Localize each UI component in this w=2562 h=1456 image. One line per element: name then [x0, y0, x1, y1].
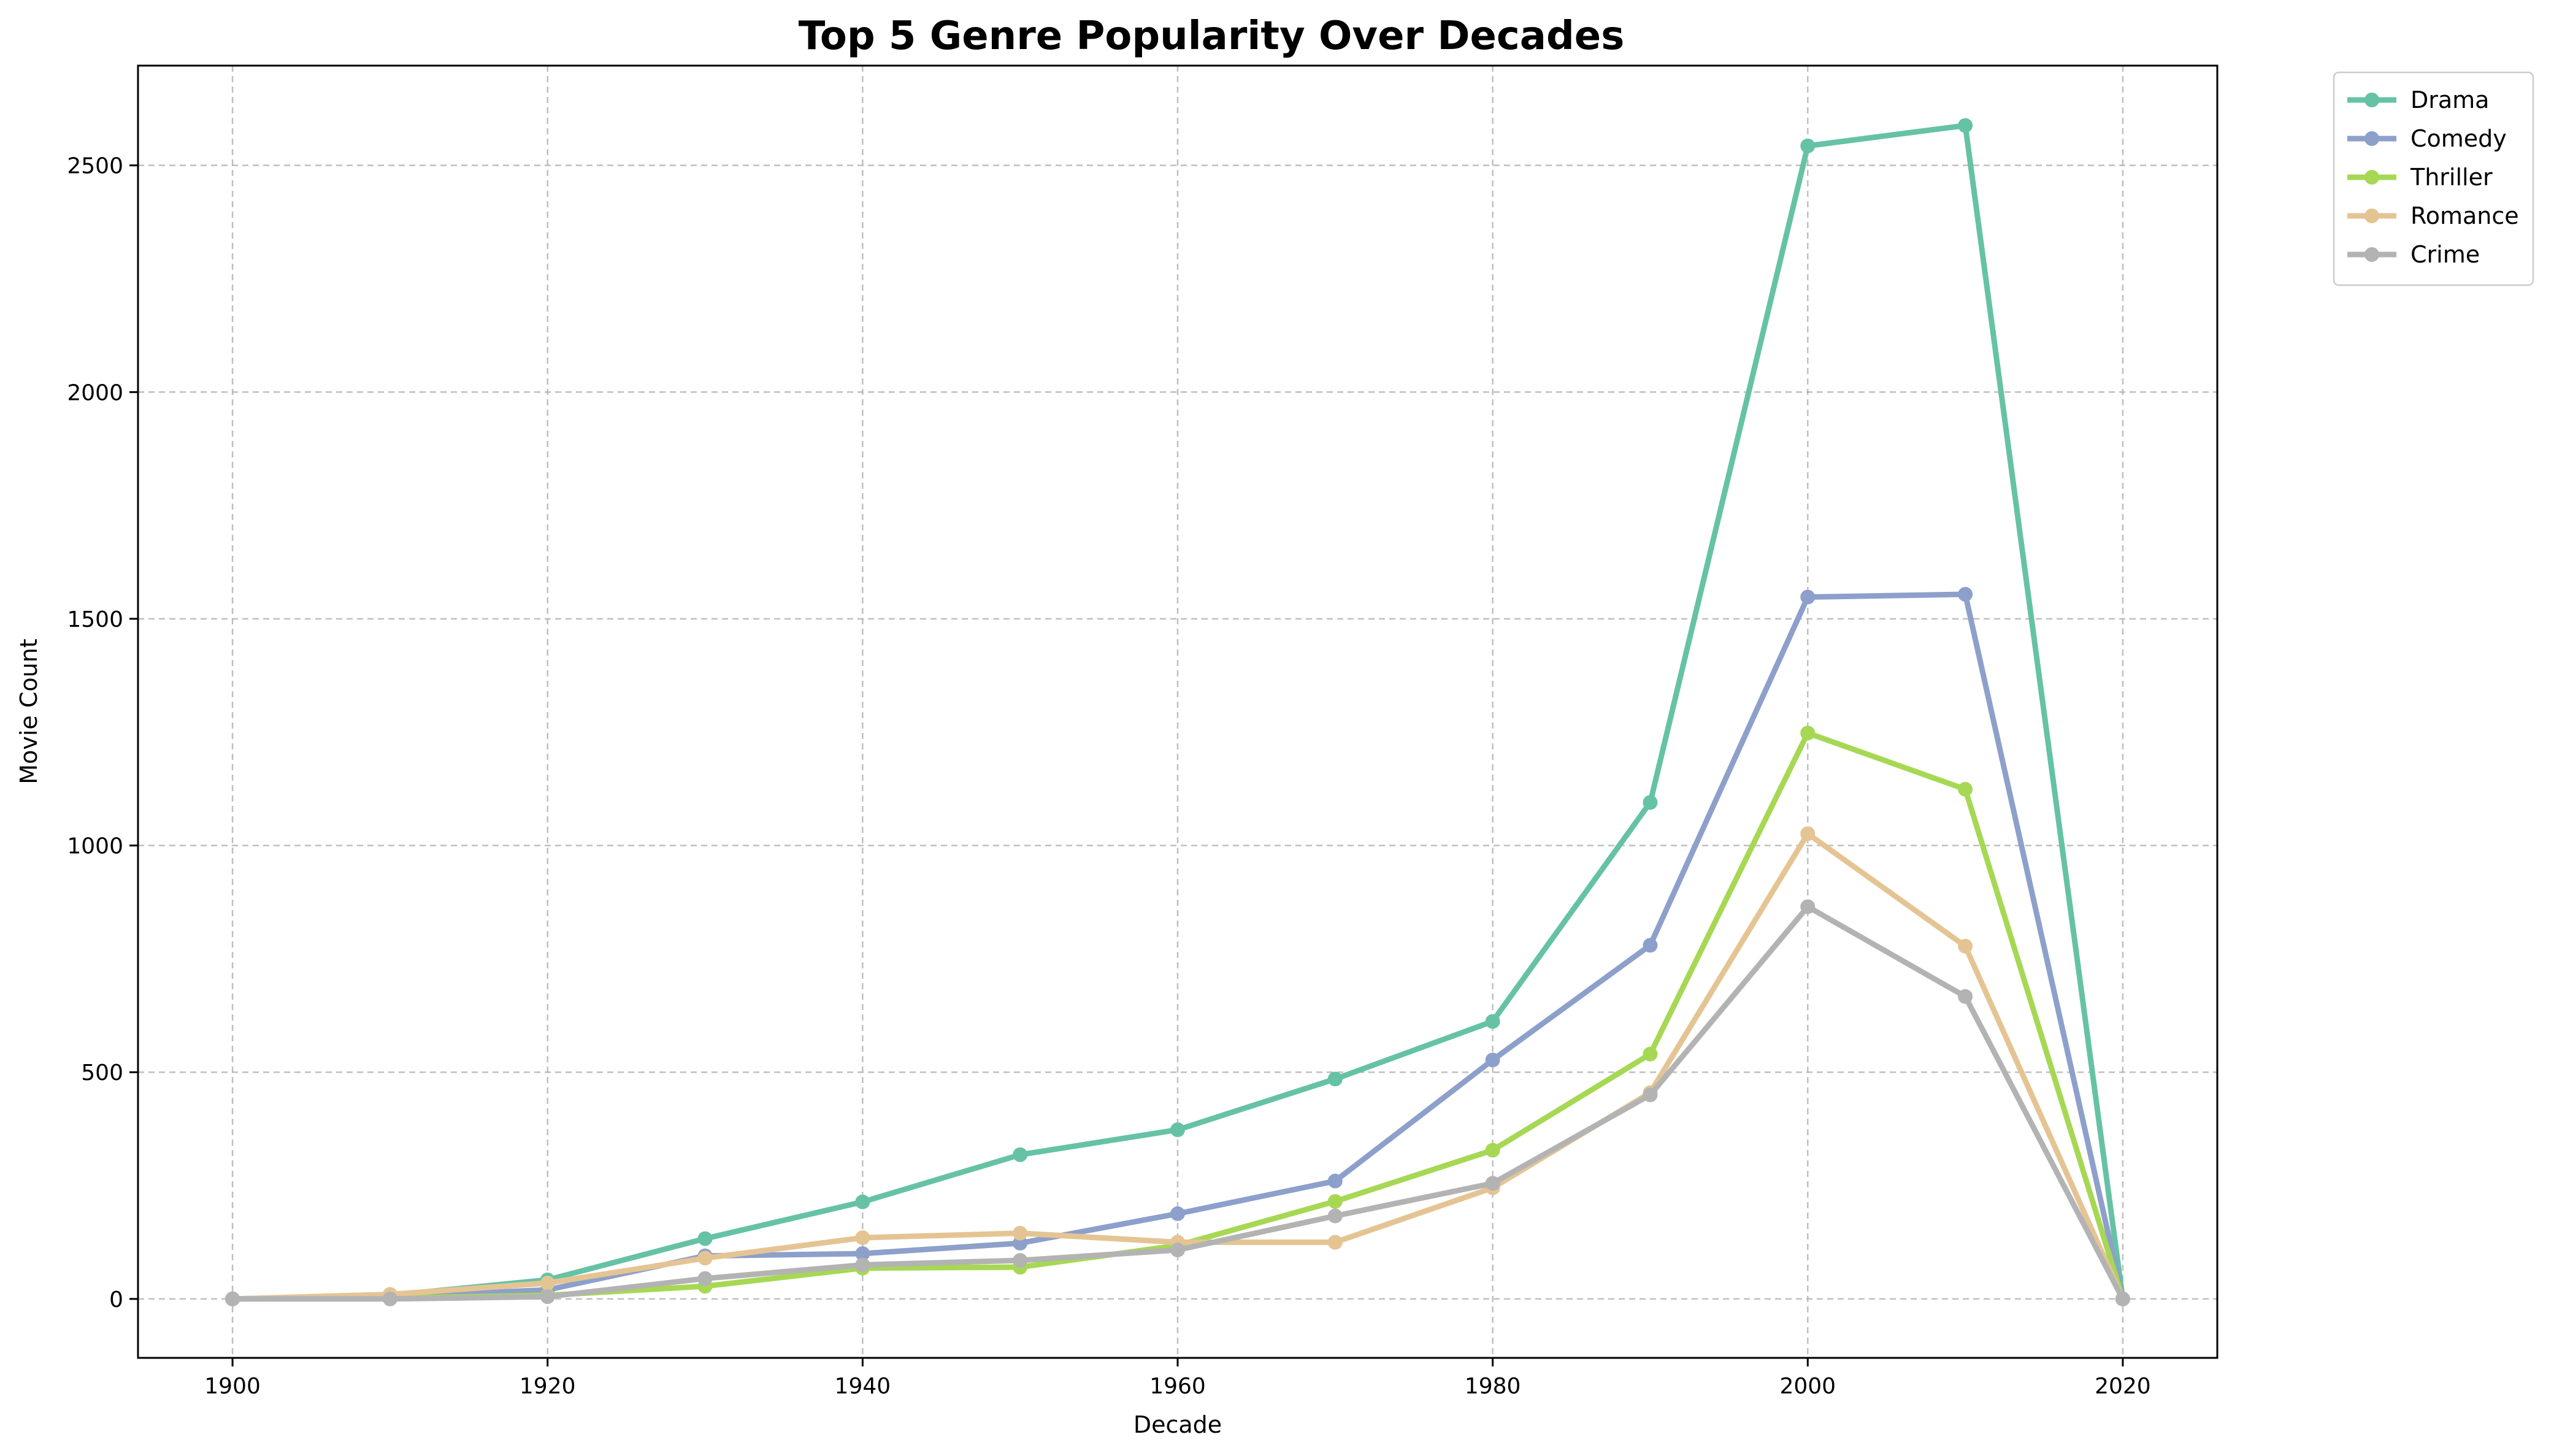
y-axis-label: Movie Count: [15, 638, 42, 784]
data-point-comedy: [1958, 587, 1973, 602]
data-point-crime: [2115, 1291, 2130, 1306]
data-point-romance: [1800, 826, 1816, 841]
legend-box: [2333, 71, 2534, 286]
data-point-thriller: [1485, 1143, 1500, 1158]
data-point-crime: [1800, 899, 1816, 914]
data-point-comedy: [855, 1246, 870, 1261]
legend-label-romance: Romance: [2411, 202, 2519, 229]
data-point-crime: [382, 1291, 397, 1306]
data-point-crime: [540, 1289, 555, 1305]
data-point-comedy: [1800, 589, 1816, 605]
data-point-romance: [1013, 1225, 1028, 1241]
data-point-romance: [855, 1230, 870, 1246]
data-point-crime: [1643, 1087, 1658, 1103]
data-point-crime: [1013, 1253, 1028, 1268]
data-point-drama: [855, 1194, 870, 1209]
y-tick-label: 500: [81, 1060, 123, 1086]
data-point-comedy: [1643, 938, 1658, 953]
legend-label-drama: Drama: [2411, 86, 2489, 113]
data-point-drama: [1013, 1147, 1028, 1162]
series-layer: [225, 118, 2130, 1306]
data-point-crime: [855, 1257, 870, 1273]
data-point-thriller: [1958, 781, 1973, 797]
x-tick-label: 1960: [1149, 1374, 1206, 1399]
data-point-drama: [1800, 138, 1816, 153]
legend-marker-comedy: [2364, 131, 2379, 146]
legend-marker-crime: [2364, 247, 2379, 262]
data-point-crime: [1327, 1208, 1343, 1224]
y-tick-label: 2500: [67, 154, 123, 179]
data-point-thriller: [1327, 1194, 1343, 1209]
legend: Drama Comedy Thriller Romance Crime: [2333, 71, 2534, 286]
data-point-romance: [1327, 1235, 1343, 1250]
chart-title: Top 5 Genre Popularity Over Decades: [799, 13, 1625, 59]
plot-frame: [137, 64, 2219, 1359]
data-point-crime: [1958, 989, 1973, 1004]
data-point-thriller: [1800, 726, 1816, 741]
data-point-drama: [1327, 1071, 1343, 1087]
x-tick-label: 1900: [204, 1374, 261, 1399]
x-tick-label: 1940: [835, 1374, 891, 1399]
data-point-drama: [1170, 1122, 1185, 1138]
data-point-drama: [1485, 1014, 1500, 1029]
legend-marker-thriller: [2364, 170, 2379, 185]
data-point-drama: [697, 1231, 713, 1246]
x-tick-label: 2020: [2095, 1374, 2151, 1399]
legend-label-thriller: Thriller: [2410, 164, 2493, 191]
data-point-drama: [1643, 795, 1658, 810]
legend-label-crime: Crime: [2411, 241, 2480, 268]
data-point-crime: [1485, 1176, 1500, 1191]
data-point-romance: [697, 1251, 713, 1266]
data-point-comedy: [1485, 1052, 1500, 1068]
data-point-thriller: [1643, 1046, 1658, 1062]
data-point-romance: [1958, 938, 1973, 954]
x-tick-label: 2000: [1779, 1374, 1836, 1399]
data-point-comedy: [1170, 1206, 1185, 1221]
data-point-crime: [225, 1291, 240, 1306]
x-tick-label: 1980: [1465, 1374, 1521, 1399]
legend-marker-romance: [2364, 209, 2379, 223]
legend-marker-drama: [2364, 93, 2379, 107]
data-point-drama: [1958, 118, 1973, 133]
data-point-romance: [540, 1276, 555, 1291]
data-point-crime: [697, 1271, 713, 1286]
y-tick-label: 0: [109, 1287, 123, 1312]
legend-label-comedy: Comedy: [2411, 125, 2507, 152]
y-tick-label: 2000: [67, 380, 123, 405]
x-tick-label: 1920: [520, 1374, 576, 1399]
grid: [138, 66, 2217, 1358]
y-tick-label: 1000: [67, 834, 123, 859]
data-point-comedy: [1327, 1173, 1343, 1189]
x-axis-label: Decade: [1133, 1411, 1222, 1438]
y-tick-label: 1500: [67, 607, 123, 632]
data-point-crime: [1170, 1243, 1185, 1258]
axes: 1900 1920 1940 1960 1980 2000 2020 0 500 1000 1500…: [67, 154, 2150, 1399]
